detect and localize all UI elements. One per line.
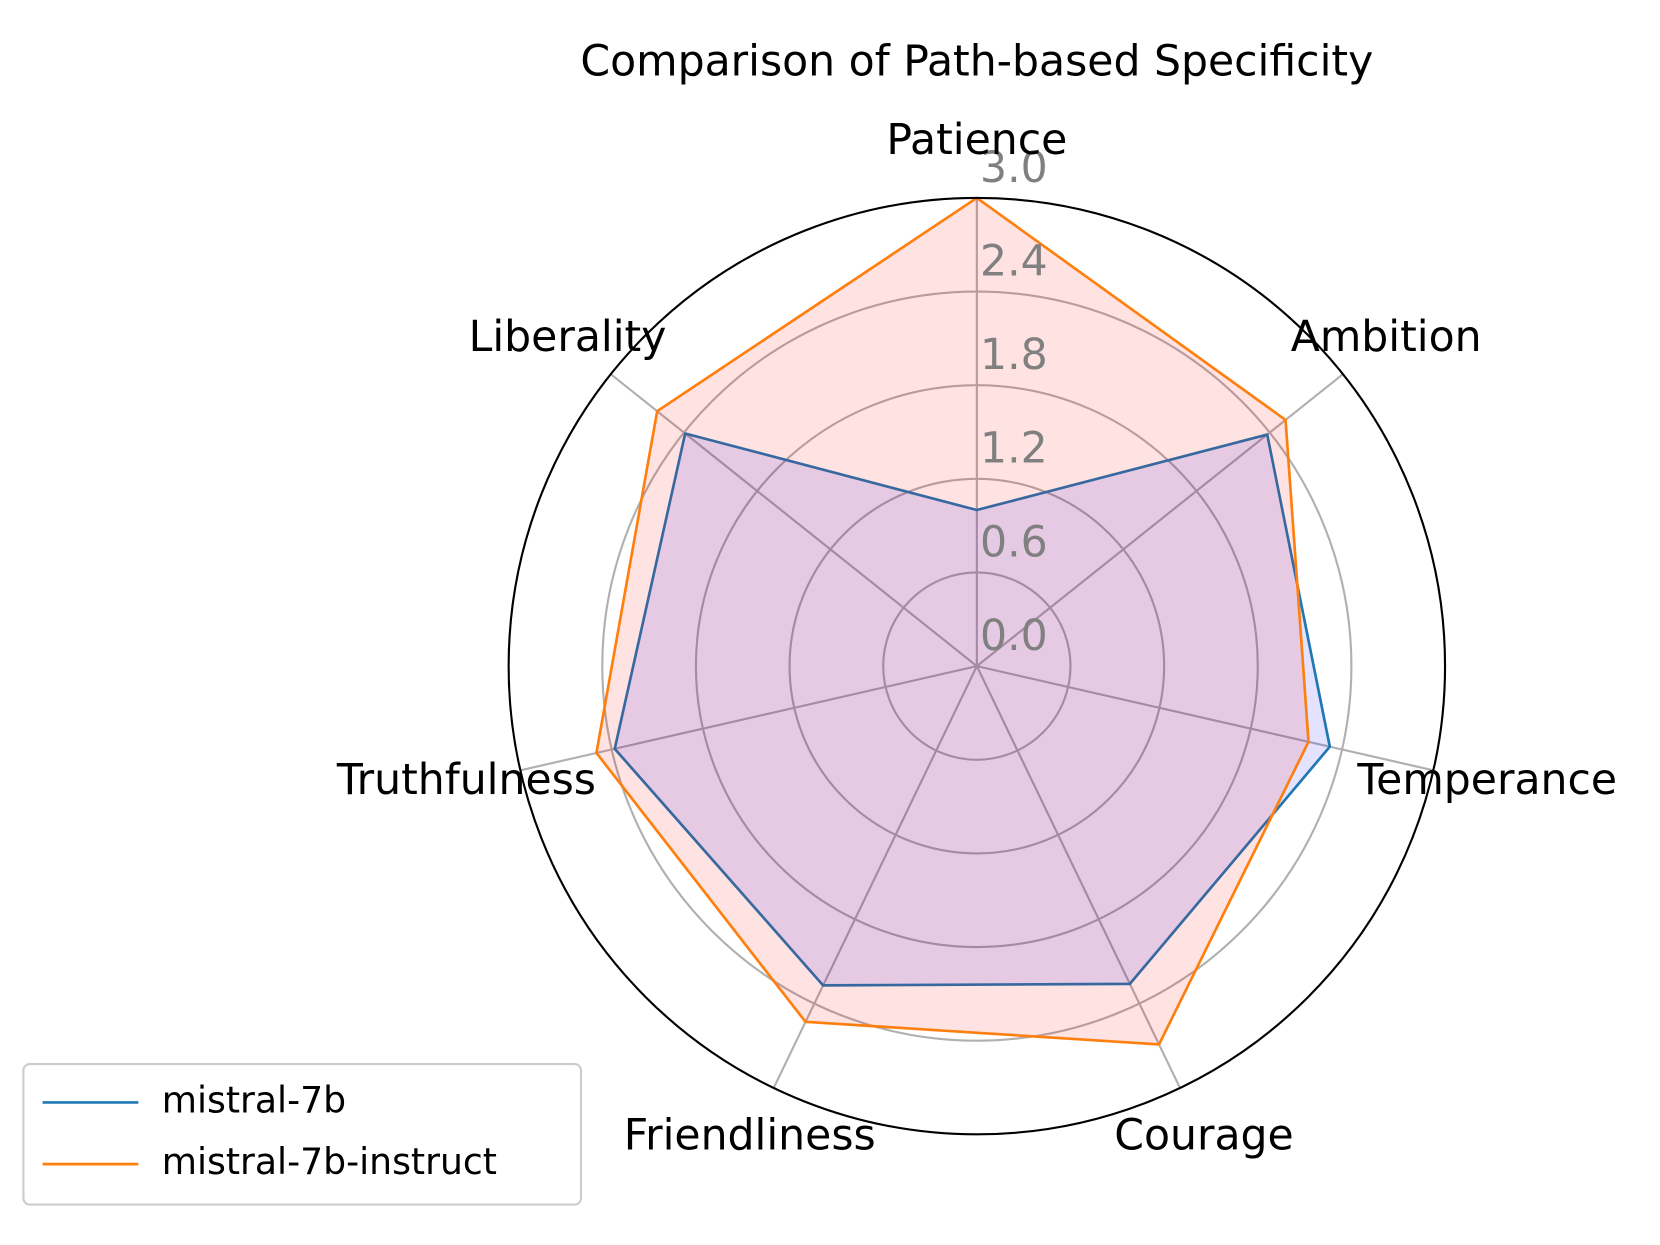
outer-circle	[507, 196, 1447, 1136]
spoke	[975, 665, 1181, 1089]
series-line	[613, 432, 1332, 987]
category-label: Truthfulness	[336, 755, 596, 805]
r-tick-label: 0.6	[980, 517, 1048, 567]
legend-box	[22, 1063, 583, 1206]
spoke	[610, 373, 978, 667]
r-tick-label: 0.0	[980, 611, 1048, 661]
spoke	[976, 665, 1434, 772]
series-line	[595, 196, 1310, 1046]
category-label: Temperance	[1356, 755, 1617, 805]
r-tick-label: 1.8	[980, 330, 1048, 380]
legend-label: mistral-7b-instruct	[162, 1140, 497, 1183]
category-label: Friendliness	[624, 1110, 876, 1160]
spoke	[976, 373, 1344, 667]
series-area	[614, 433, 1330, 986]
series-area	[596, 197, 1309, 1045]
r-tick-label: 3.0	[980, 143, 1048, 193]
category-label: Ambition	[1291, 312, 1482, 362]
category-label: Courage	[1114, 1110, 1293, 1160]
r-tick-label: 1.2	[980, 424, 1048, 474]
r-tick-label: 2.4	[980, 236, 1048, 286]
chart-title: Comparison of Path-based Specificity	[580, 36, 1373, 86]
category-label: Liberality	[469, 312, 667, 362]
legend-label: mistral-7b	[162, 1078, 346, 1121]
category-label: Patience	[886, 115, 1067, 165]
spoke	[772, 665, 978, 1089]
